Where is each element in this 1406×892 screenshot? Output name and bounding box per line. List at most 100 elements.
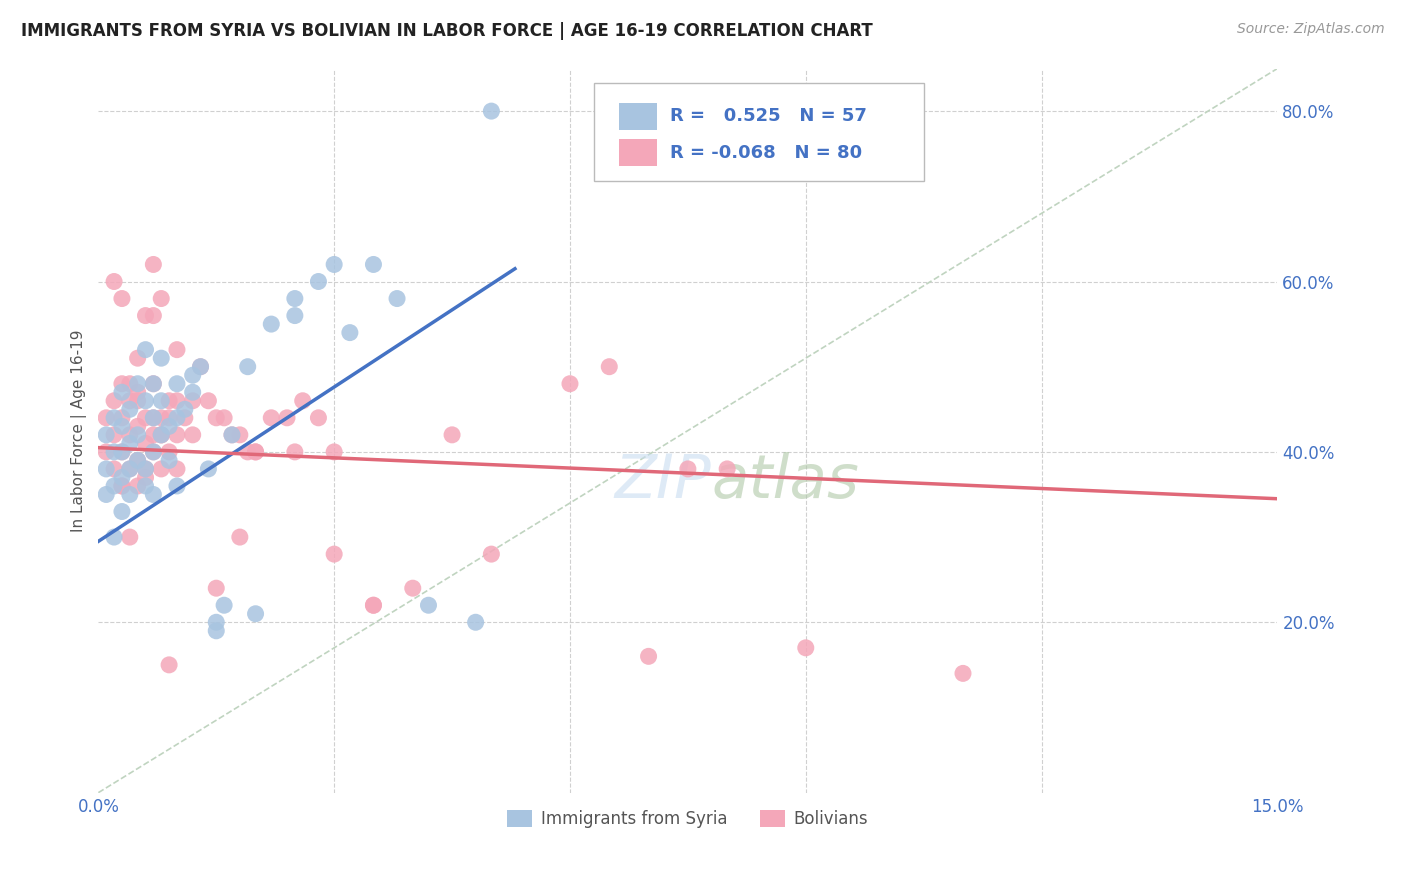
- Point: [173, 410, 195, 425]
- Point: [173, 402, 195, 417]
- Point: [127, 453, 149, 467]
- Point: [323, 547, 346, 561]
- Point: [181, 427, 204, 442]
- Point: [142, 445, 165, 459]
- Point: [794, 640, 817, 655]
- Point: [96, 462, 118, 476]
- Legend: Immigrants from Syria, Bolivians: Immigrants from Syria, Bolivians: [501, 804, 875, 835]
- Point: [142, 410, 165, 425]
- Point: [166, 462, 188, 476]
- Point: [111, 419, 134, 434]
- Point: [402, 581, 425, 595]
- Point: [157, 657, 180, 672]
- Point: [111, 479, 134, 493]
- Point: [127, 351, 149, 366]
- Point: [157, 410, 180, 425]
- Point: [363, 599, 385, 613]
- Point: [111, 445, 134, 459]
- Point: [157, 453, 180, 467]
- Point: [479, 104, 502, 119]
- Point: [96, 487, 118, 501]
- Point: [676, 462, 699, 476]
- Point: [134, 479, 156, 493]
- FancyBboxPatch shape: [620, 139, 657, 166]
- Point: [103, 530, 125, 544]
- Point: [260, 317, 283, 331]
- Point: [181, 368, 204, 383]
- Text: Source: ZipAtlas.com: Source: ZipAtlas.com: [1237, 22, 1385, 37]
- Point: [418, 599, 440, 613]
- Point: [212, 599, 235, 613]
- Point: [127, 427, 149, 442]
- Point: [127, 376, 149, 391]
- Point: [952, 666, 974, 681]
- Point: [236, 359, 259, 374]
- Point: [134, 436, 156, 450]
- Point: [118, 462, 141, 476]
- Point: [441, 427, 464, 442]
- Point: [157, 393, 180, 408]
- Point: [150, 393, 173, 408]
- Point: [181, 385, 204, 400]
- Point: [339, 326, 361, 340]
- Point: [142, 257, 165, 271]
- Text: atlas: atlas: [711, 451, 859, 511]
- Point: [307, 410, 329, 425]
- Text: IMMIGRANTS FROM SYRIA VS BOLIVIAN IN LABOR FORCE | AGE 16-19 CORRELATION CHART: IMMIGRANTS FROM SYRIA VS BOLIVIAN IN LAB…: [21, 22, 873, 40]
- Point: [229, 427, 252, 442]
- Point: [166, 410, 188, 425]
- Point: [221, 427, 243, 442]
- Point: [118, 376, 141, 391]
- Point: [212, 410, 235, 425]
- Point: [103, 462, 125, 476]
- Point: [284, 309, 307, 323]
- Point: [134, 309, 156, 323]
- Point: [118, 487, 141, 501]
- Point: [111, 470, 134, 484]
- Point: [103, 479, 125, 493]
- Point: [118, 427, 141, 442]
- Point: [284, 445, 307, 459]
- Point: [127, 385, 149, 400]
- Point: [284, 292, 307, 306]
- Point: [103, 393, 125, 408]
- Point: [142, 410, 165, 425]
- Point: [197, 462, 219, 476]
- Point: [103, 427, 125, 442]
- Point: [598, 359, 620, 374]
- Point: [166, 479, 188, 493]
- Point: [166, 376, 188, 391]
- Point: [96, 427, 118, 442]
- Point: [150, 351, 173, 366]
- Point: [142, 445, 165, 459]
- Point: [127, 393, 149, 408]
- Point: [111, 479, 134, 493]
- Point: [150, 410, 173, 425]
- Point: [134, 462, 156, 476]
- Point: [190, 359, 212, 374]
- FancyBboxPatch shape: [593, 83, 924, 181]
- Point: [142, 309, 165, 323]
- Point: [245, 445, 267, 459]
- Point: [118, 530, 141, 544]
- Point: [127, 453, 149, 467]
- Point: [307, 275, 329, 289]
- Point: [323, 445, 346, 459]
- Point: [96, 410, 118, 425]
- Point: [166, 343, 188, 357]
- Point: [142, 427, 165, 442]
- Point: [127, 479, 149, 493]
- Point: [150, 462, 173, 476]
- Point: [111, 292, 134, 306]
- Point: [363, 257, 385, 271]
- Point: [103, 410, 125, 425]
- FancyBboxPatch shape: [620, 103, 657, 130]
- Point: [150, 292, 173, 306]
- Point: [96, 445, 118, 459]
- Text: R = -0.068   N = 80: R = -0.068 N = 80: [671, 144, 862, 161]
- Point: [166, 393, 188, 408]
- Point: [385, 292, 408, 306]
- Point: [181, 393, 204, 408]
- Point: [142, 376, 165, 391]
- Point: [363, 599, 385, 613]
